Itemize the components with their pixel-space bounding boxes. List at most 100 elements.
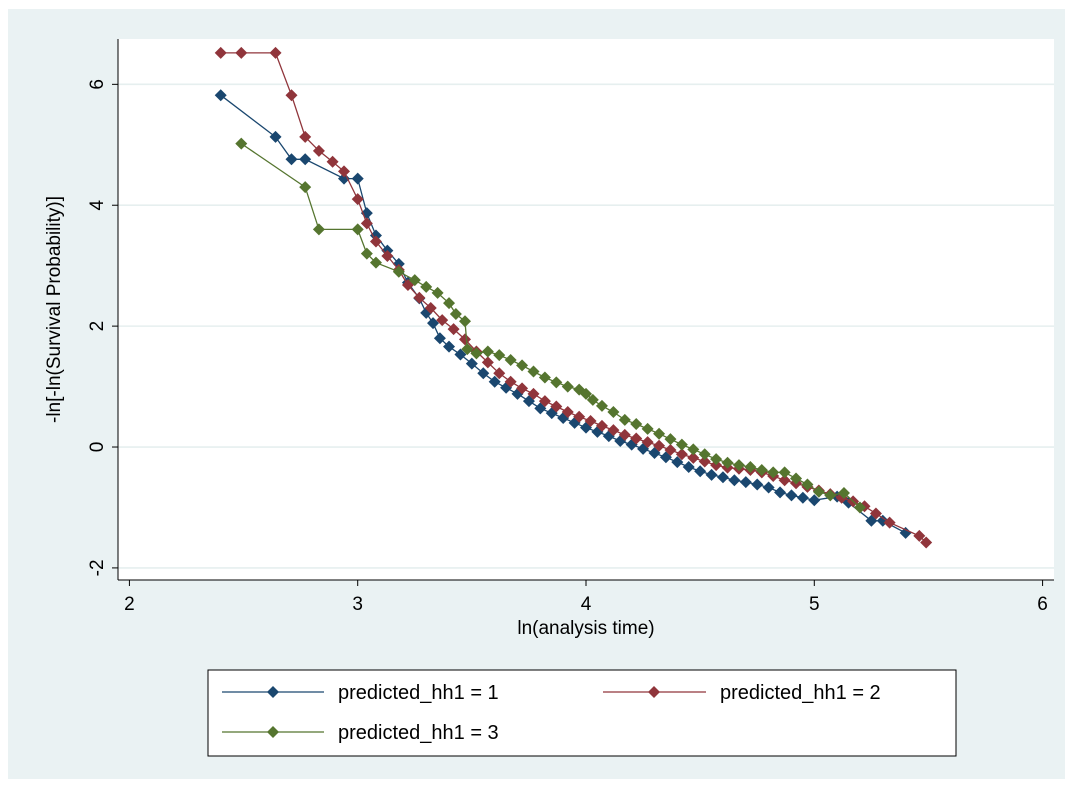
- data-point: [351, 172, 364, 185]
- data-point: [751, 478, 764, 491]
- data-point: [493, 367, 506, 380]
- x-axis-label: ln(analysis time): [517, 618, 654, 639]
- data-point: [369, 235, 382, 248]
- data-point: [744, 460, 757, 473]
- data-point: [630, 418, 643, 431]
- data-point: [920, 536, 933, 549]
- y-tick-label: 4: [87, 200, 108, 211]
- data-point: [778, 474, 791, 487]
- data-point: [767, 466, 780, 479]
- data-point: [527, 387, 540, 400]
- data-point: [285, 153, 298, 166]
- data-point: [869, 507, 882, 520]
- data-point: [561, 380, 574, 393]
- axes: -2 0 2 4 6 2 3 4 5 6: [87, 39, 1054, 615]
- data-point: [785, 489, 798, 502]
- data-point: [675, 448, 688, 461]
- legend-label-2: predicted_hh1 = 2: [720, 682, 881, 704]
- legend-item-2: predicted_hh1 = 2: [603, 682, 881, 704]
- data-point: [778, 466, 791, 479]
- data-point: [392, 265, 405, 278]
- data-point: [299, 130, 312, 143]
- data-point: [883, 516, 896, 529]
- y-tick-label: 2: [87, 321, 108, 332]
- data-point: [653, 427, 666, 440]
- series-line-2: [220, 52, 927, 543]
- data-point: [595, 419, 608, 432]
- data-point: [595, 399, 608, 412]
- data-point: [561, 405, 574, 418]
- data-point: [774, 486, 787, 499]
- data-point: [443, 297, 456, 310]
- data-point: [338, 165, 351, 178]
- data-point: [369, 256, 382, 269]
- data-point: [447, 323, 460, 336]
- data-point: [338, 172, 351, 185]
- data-point: [481, 356, 494, 369]
- data-point: [853, 501, 866, 514]
- legend-label-3: predicted_hh1 = 3: [338, 722, 499, 744]
- data-point: [326, 155, 339, 168]
- data-point: [459, 333, 472, 346]
- data-point: [716, 471, 729, 484]
- data-point: [630, 432, 643, 445]
- data-point: [481, 345, 494, 358]
- data-point: [675, 438, 688, 451]
- data-point: [899, 526, 912, 539]
- legend-box: [207, 669, 957, 757]
- data-point: [312, 223, 325, 236]
- data-point: [801, 478, 814, 491]
- data-point: [235, 137, 248, 150]
- data-point: [607, 405, 620, 418]
- y-axis-label: -ln[-ln(Survival Probability)]: [44, 196, 65, 423]
- data-point: [913, 529, 926, 542]
- data-point: [824, 489, 837, 502]
- data-point: [550, 400, 563, 413]
- data-point: [269, 130, 282, 143]
- data-point: [732, 459, 745, 472]
- data-point: [269, 46, 282, 59]
- data-point: [618, 413, 631, 426]
- y-tick-label: -2: [87, 559, 108, 576]
- data-point: [465, 357, 478, 370]
- data-point: [641, 422, 654, 435]
- data-point: [360, 217, 373, 230]
- x-tick-label: 4: [581, 594, 592, 615]
- legend-item-3: predicted_hh1 = 3: [222, 722, 499, 744]
- axis-labels: ln(analysis time) -ln[-ln(Survival Proba…: [44, 196, 655, 639]
- data-point: [698, 455, 711, 468]
- data-point: [488, 375, 501, 388]
- data-point: [477, 367, 490, 380]
- data-point: [299, 153, 312, 166]
- data-point: [682, 460, 695, 473]
- chart-frame: -2 0 2 4 6 2 3 4 5 6 ln(analysis time) -ln[-ln(Su…: [8, 9, 1065, 779]
- data-point: [351, 193, 364, 206]
- data-point: [431, 286, 444, 299]
- legend-marker-3: [267, 726, 279, 738]
- data-point: [527, 365, 540, 378]
- data-point: [664, 444, 677, 457]
- series-3: [235, 137, 866, 514]
- data-point: [653, 439, 666, 452]
- data-point: [285, 89, 298, 102]
- data-point: [454, 348, 467, 361]
- y-tick-label: 6: [87, 79, 108, 90]
- data-point: [504, 353, 517, 366]
- data-point: [235, 46, 248, 59]
- data-point: [392, 257, 405, 270]
- data-point: [516, 382, 529, 395]
- data-point: [728, 474, 741, 487]
- data-point: [790, 472, 803, 485]
- survival-chart: -2 0 2 4 6 2 3 4 5 6 ln(analysis time) -ln[-ln(Su…: [44, 39, 1054, 757]
- data-point: [710, 453, 723, 466]
- legend: predicted_hh1 = 1 predicted_hh1 = 2 pred…: [207, 669, 957, 757]
- data-point: [424, 301, 437, 314]
- data-point: [493, 349, 506, 362]
- data-point: [443, 340, 456, 353]
- data-point: [762, 481, 775, 494]
- x-tick-label: 2: [124, 594, 135, 615]
- data-point: [381, 250, 394, 263]
- data-point: [607, 424, 620, 437]
- x-tick-label: 3: [352, 594, 363, 615]
- data-point: [408, 274, 421, 287]
